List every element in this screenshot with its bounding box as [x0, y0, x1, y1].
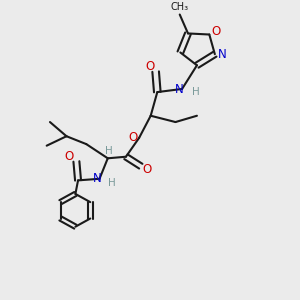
Text: H: H: [105, 146, 112, 156]
Text: O: O: [211, 25, 220, 38]
Text: N: N: [175, 83, 184, 96]
Text: N: N: [92, 172, 101, 185]
Text: O: O: [145, 60, 154, 74]
Text: O: O: [142, 163, 152, 176]
Text: N: N: [218, 48, 226, 61]
Text: H: H: [192, 87, 200, 97]
Text: CH₃: CH₃: [171, 2, 189, 12]
Text: O: O: [64, 150, 74, 163]
Text: O: O: [129, 131, 138, 144]
Text: H: H: [108, 178, 116, 188]
